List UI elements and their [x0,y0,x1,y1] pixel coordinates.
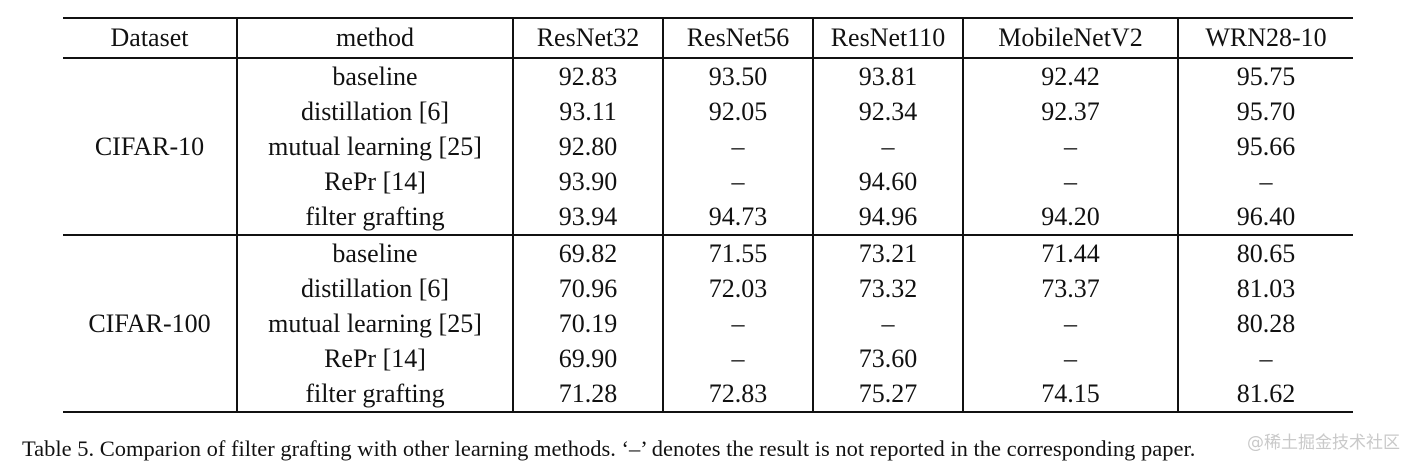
method-cell: mutual learning [25] [236,306,513,341]
value-cell: 71.55 [662,235,813,271]
col-header-resnet110: ResNet110 [812,17,963,59]
table-body: CIFAR-10 baseline 92.83 93.50 93.81 92.42 95.7… [63,58,1353,413]
value-cell: – [962,306,1178,341]
method-cell: distillation [6] [236,271,513,306]
value-cell: – [812,129,963,164]
col-header-dataset: Dataset [63,17,237,59]
value-cell: 92.80 [512,129,663,164]
value-cell: 93.81 [812,58,963,94]
value-cell: 94.60 [812,164,963,199]
col-header-mobilenetv2: MobileNetV2 [962,17,1178,59]
table-row: filter grafting 93.94 94.73 94.96 94.20 96.40 [63,199,1353,236]
value-cell: 92.83 [512,58,663,94]
value-cell: 92.34 [812,94,963,129]
method-cell: baseline [236,235,513,271]
value-cell: 80.65 [1177,235,1353,271]
value-cell: 71.44 [962,235,1178,271]
method-cell: filter grafting [236,376,513,413]
value-cell: 70.96 [512,271,663,306]
value-cell: 81.03 [1177,271,1353,306]
col-header-resnet32: ResNet32 [512,17,663,59]
value-cell: 92.05 [662,94,813,129]
table-row: mutual learning [25] 70.19– – –80.28 [63,306,1353,341]
value-cell: 72.03 [662,271,813,306]
method-cell: mutual learning [25] [236,129,513,164]
value-cell: – [662,164,813,199]
method-cell: distillation [6] [236,94,513,129]
value-cell: 80.28 [1177,306,1353,341]
value-cell: – [962,129,1178,164]
value-cell: – [962,164,1178,199]
value-cell: 70.19 [512,306,663,341]
value-cell: – [812,306,963,341]
value-cell: – [662,341,813,376]
method-cell: RePr [14] [236,341,513,376]
value-cell: 93.94 [512,199,663,236]
value-cell: 73.21 [812,235,963,271]
value-cell: 92.37 [962,94,1178,129]
value-cell: 94.20 [962,199,1178,236]
value-cell: – [1177,341,1353,376]
table-row: distillation [6] 93.11 92.05 92.34 92.37 95.7… [63,94,1353,129]
value-cell: 93.50 [662,58,813,94]
table-row: mutual learning [25] 92.80– – –95.66 [63,129,1353,164]
value-cell: 93.90 [512,164,663,199]
value-cell: 73.60 [812,341,963,376]
value-cell: 94.73 [662,199,813,236]
value-cell: 93.11 [512,94,663,129]
value-cell: 71.28 [512,376,663,413]
table-row: filter grafting 71.28 72.83 75.27 74.15 81.62 [63,376,1353,413]
value-cell: 69.82 [512,235,663,271]
method-cell: filter grafting [236,199,513,236]
col-header-wrn28-10: WRN28-10 [1177,17,1353,59]
value-cell: – [662,129,813,164]
value-cell: 96.40 [1177,199,1353,236]
value-cell: 94.96 [812,199,963,236]
results-table: Dataset method ResNet32 ResNet56 ResNet1… [63,17,1353,413]
value-cell: 74.15 [962,376,1178,413]
value-cell: 95.70 [1177,94,1353,129]
value-cell: 73.32 [812,271,963,306]
value-cell: 72.83 [662,376,813,413]
value-cell: 69.90 [512,341,663,376]
header-row: Dataset method ResNet32 ResNet56 ResNet1… [63,17,1353,59]
col-header-method: method [236,17,513,59]
col-header-resnet56: ResNet56 [662,17,813,59]
value-cell: 92.42 [962,58,1178,94]
table-row: CIFAR-10 baseline 92.83 93.50 93.81 92.42 95.7… [63,58,1353,236]
dataset-cell: CIFAR-100 [63,235,237,413]
method-cell: baseline [236,58,513,94]
value-cell: 95.66 [1177,129,1353,164]
value-cell: 81.62 [1177,376,1353,413]
watermark: @稀土掘金技术社区 [1247,433,1400,453]
dataset-cell: CIFAR-10 [63,58,237,236]
value-cell: – [962,341,1178,376]
table-row: CIFAR-100 baseline 69.82 71.55 73.21 71.44 80.… [63,235,1353,413]
value-cell: – [662,306,813,341]
method-cell: RePr [14] [236,164,513,199]
value-cell: 73.37 [962,271,1178,306]
value-cell: 75.27 [812,376,963,413]
value-cell: 95.75 [1177,58,1353,94]
table-caption: Table 5. Comparion of filter grafting wi… [22,436,1196,461]
value-cell: – [1177,164,1353,199]
table-row: RePr [14] 69.90–73.60– – [63,341,1353,376]
table-row: RePr [14] 93.90–94.60– – [63,164,1353,199]
table-row: distillation [6] 70.96 72.03 73.32 73.37 81.0… [63,271,1353,306]
